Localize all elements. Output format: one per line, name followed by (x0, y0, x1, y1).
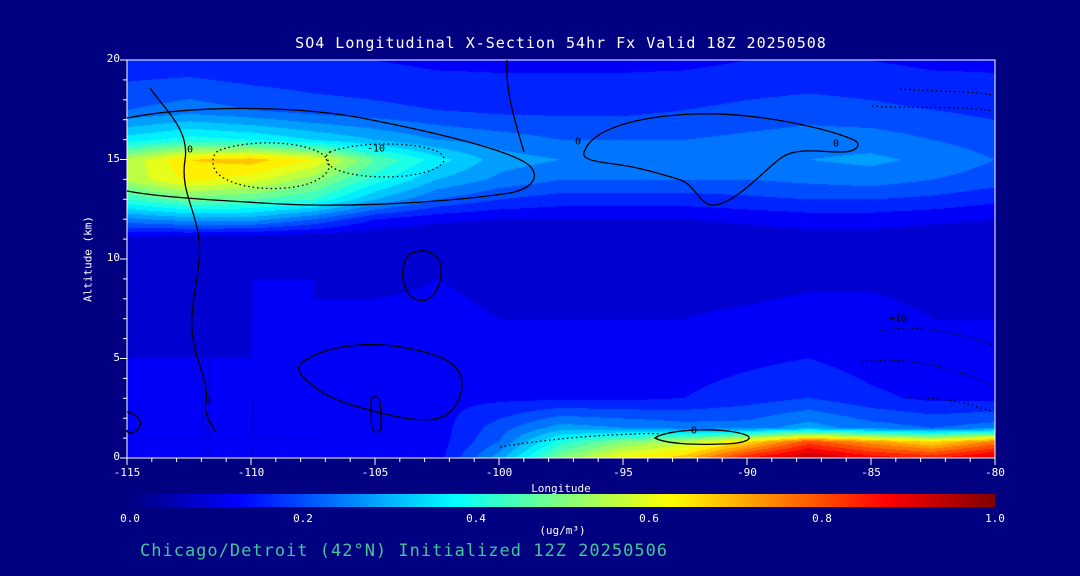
colorbar-tick-label: 0.4 (466, 512, 486, 525)
colorbar-tick-label: 1.0 (985, 512, 1005, 525)
colorbar (130, 494, 995, 507)
colorbar-units: (ug/m³) (539, 524, 586, 537)
caption: Chicago/Detroit (42°N) Initialized 12Z 2… (140, 541, 669, 561)
y-tick-label: 20 (106, 52, 120, 65)
heatmap-canvas (127, 60, 995, 458)
contour-value-label: 0 (690, 425, 698, 437)
x-tick-label: -105 (361, 466, 389, 479)
x-tick-label: -115 (113, 466, 141, 479)
x-tick-label: -90 (737, 466, 757, 479)
x-tick-label: -80 (985, 466, 1005, 479)
colorbar-tick-label: 0.6 (639, 512, 659, 525)
x-tick-label: -85 (861, 466, 881, 479)
y-tick-label: 10 (106, 251, 120, 264)
contour-value-label: 0 (186, 144, 194, 156)
y-tick-label: 0 (113, 450, 120, 463)
contour-value-label: 0 (574, 136, 582, 148)
y-tick-label: 15 (106, 151, 120, 165)
x-axis-label: Longitude (531, 482, 591, 495)
contour-value-label: -10 (366, 143, 386, 155)
colorbar-tick-label: 0.8 (812, 512, 832, 525)
x-tick-label: -110 (237, 466, 265, 479)
colorbar-tick-label: 0.2 (293, 512, 313, 525)
colorbar-tick-label: 0.0 (120, 512, 140, 525)
x-tick-label: -95 (613, 466, 633, 479)
contour-value-label: +10 (888, 313, 908, 325)
x-tick-label: -100 (485, 466, 513, 479)
y-tick-label: 5 (113, 350, 120, 364)
contour-value-label: 0 (204, 395, 212, 407)
contour-value-label: 0 (832, 138, 840, 150)
plot-title: SO4 Longitudinal X-Section 54hr Fx Valid… (295, 34, 827, 52)
